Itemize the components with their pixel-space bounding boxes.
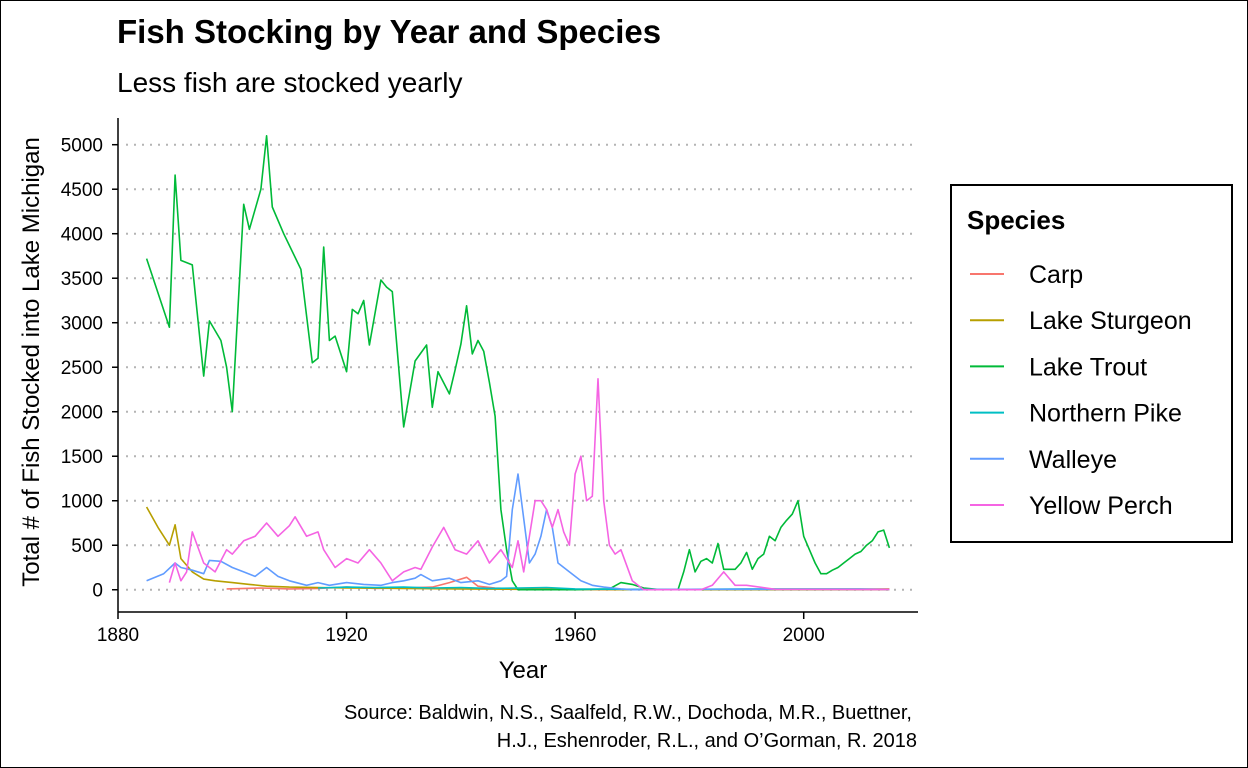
y-tick-label-0: 0 (92, 581, 103, 602)
legend-items: Carp Lake Sturgeon Lake Trout Northern Pike… (970, 261, 1192, 520)
legend-label-yellow-perch: Yellow Perch (1029, 492, 1173, 520)
legend-item-lake-trout: Lake Trout (970, 353, 1147, 381)
x-tick-label-1920: 1920 (325, 625, 367, 646)
x-tick-label-1960: 1960 (554, 625, 596, 646)
legend-item-yellow-perch: Yellow Perch (970, 492, 1173, 520)
legend-item-lake-sturgeon: Lake Sturgeon (970, 307, 1192, 335)
series-line-lake-trout (145, 135, 891, 591)
legend-label-northern-pike: Northern Pike (1029, 400, 1182, 428)
legend-box (950, 184, 1233, 543)
y-tick-label-4000: 4000 (61, 225, 103, 246)
y-tick-label-500: 500 (71, 536, 103, 557)
series-line-walleye (146, 473, 890, 591)
x-axis-ticks: 1880 1920 1960 2000 (97, 612, 825, 646)
legend-title: Species (967, 205, 1065, 235)
caption-line-2: H.J., Eshenroder, R.L., and O’Gorman, R.… (497, 730, 917, 752)
y-tick-label-3000: 3000 (61, 314, 103, 335)
series-line-lake-sturgeon (145, 506, 890, 591)
y-tick-label-2000: 2000 (61, 403, 103, 424)
y-tick-label-3500: 3500 (61, 269, 103, 290)
legend: Species Carp Lake Sturgeon Lake Trout North… (950, 184, 1233, 543)
chart-title: Fish Stocking by Year and Species (117, 13, 661, 50)
x-axis-title: Year (499, 657, 548, 684)
x-tick-label-1880: 1880 (97, 625, 139, 646)
caption-line-1: Source: Baldwin, N.S., Saalfeld, R.W., D… (344, 702, 912, 724)
y-tick-label-5000: 5000 (61, 136, 103, 157)
series-line-yellow-perch (168, 377, 890, 591)
y-tick-label-1000: 1000 (61, 492, 103, 513)
x-tick-label-2000: 2000 (783, 625, 825, 646)
y-tick-label-4500: 4500 (61, 180, 103, 201)
y-tick-label-2500: 2500 (61, 358, 103, 379)
legend-item-northern-pike: Northern Pike (970, 400, 1182, 428)
y-tick-label-1500: 1500 (61, 447, 103, 468)
y-axis-title: Total # of Fish Stocked into Lake Michig… (18, 137, 45, 587)
legend-item-carp: Carp (970, 261, 1083, 289)
legend-label-lake-sturgeon: Lake Sturgeon (1029, 307, 1192, 335)
chart-subtitle: Less fish are stocked yearly (117, 67, 463, 98)
legend-label-walleye: Walleye (1029, 446, 1117, 474)
y-axis-ticks: 0 500 1000 1500 2000 2500 3000 3500 4000 4500 5000 (61, 136, 118, 602)
legend-label-carp: Carp (1029, 261, 1083, 289)
legend-item-walleye: Walleye (970, 446, 1117, 474)
series-lines (145, 135, 891, 591)
legend-label-lake-trout: Lake Trout (1029, 353, 1147, 381)
